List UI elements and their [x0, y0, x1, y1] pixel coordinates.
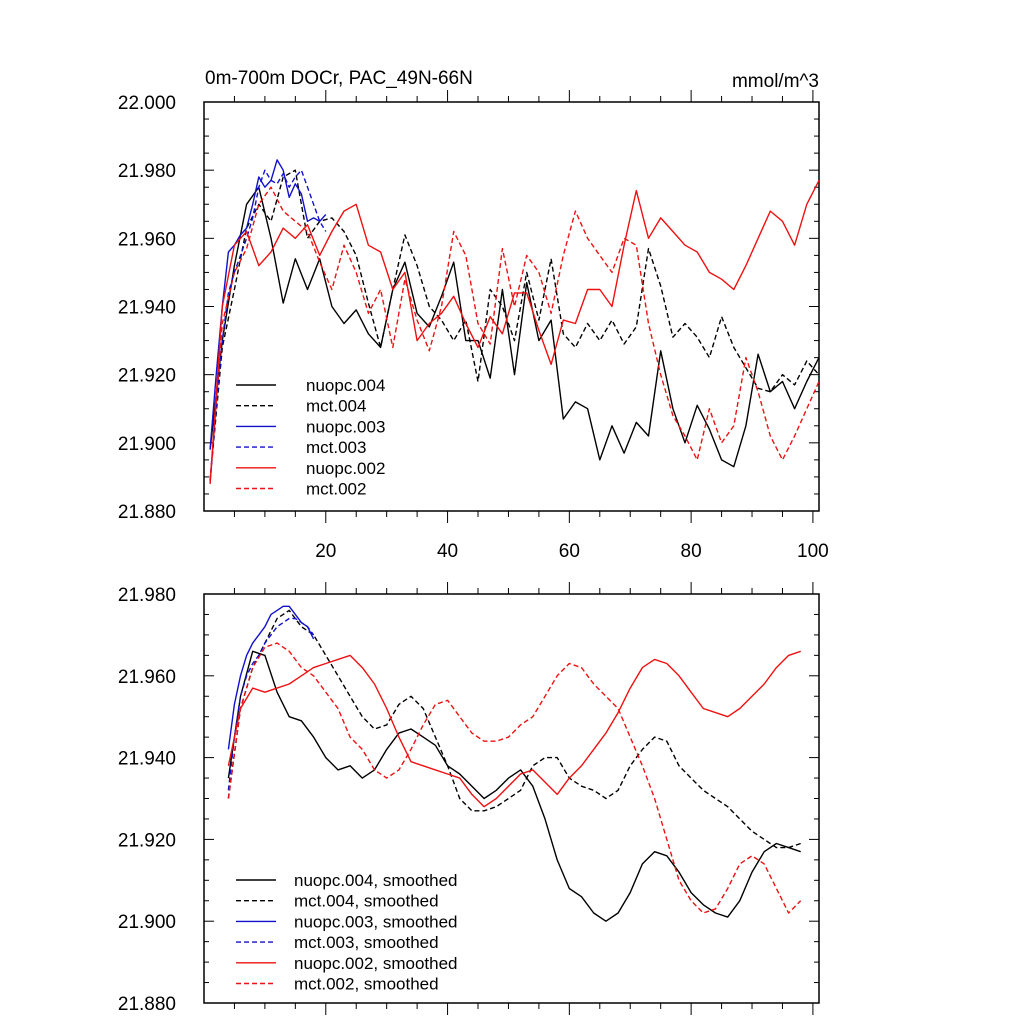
legend-label: mct.003 [306, 438, 366, 457]
y-tick-label: 21.920 [118, 830, 176, 851]
bottom-series-group [227, 605, 802, 922]
y-tick-label: 22.000 [118, 93, 176, 114]
series-line-mct-003-smoothed [227, 617, 315, 791]
y-tick-label: 21.940 [118, 298, 176, 319]
x-tick-label: 80 [681, 541, 702, 562]
series-line-nuopc-003 [209, 159, 327, 450]
legend-label: nuopc.004, smoothed [294, 871, 458, 890]
series-line-mct-002 [209, 186, 820, 484]
bottom-panel: 21.880 21.900 21.920 21.940 21.960 21.980 nuo… [118, 582, 820, 1015]
legend-label: mct.002 [306, 480, 366, 499]
y-tick-label: 21.880 [118, 502, 176, 523]
x-tick-label: 20 [315, 541, 336, 562]
x-tick-label: 60 [559, 541, 580, 562]
series-line-nuopc-004 [209, 186, 820, 468]
series-line-mct-003 [209, 169, 327, 481]
series-line-nuopc-002-smoothed [227, 650, 801, 808]
series-line-mct-004 [209, 169, 820, 481]
x-tick-label: 40 [437, 541, 458, 562]
y-tick-label: 21.940 [118, 749, 176, 770]
y-tick-label: 21.880 [118, 994, 176, 1015]
legend-label: mct.003, smoothed [294, 933, 439, 952]
series-line-mct-002-smoothed [227, 642, 802, 914]
y-tick-label: 21.980 [118, 585, 176, 606]
y-tick-label: 21.980 [118, 161, 176, 182]
legend-label: nuopc.003, smoothed [294, 912, 458, 931]
top-units: mmol/m^3 [732, 71, 819, 92]
series-line-nuopc-003-smoothed [227, 605, 315, 750]
legend-label: nuopc.002 [306, 459, 385, 478]
top-title: 0m-700m DOCr, PAC_49N-66N [205, 68, 473, 89]
legend-label: mct.004, smoothed [294, 892, 439, 911]
top-panel: 0m-700m DOCr, PAC_49N-66N mmol/m^3 21.88… [118, 68, 829, 562]
legend-label: nuopc.002, smoothed [294, 954, 458, 973]
legend-label: nuopc.003 [306, 417, 385, 436]
x-tick-label: 100 [797, 541, 829, 562]
y-tick-label: 21.900 [118, 434, 176, 455]
y-tick-label: 21.920 [118, 366, 176, 387]
legend-label: mct.002, smoothed [294, 975, 439, 994]
y-tick-label: 21.960 [118, 667, 176, 688]
series-line-nuopc-004-smoothed [227, 650, 801, 922]
legend-label: mct.004 [306, 397, 366, 416]
series-line-mct-004-smoothed [227, 609, 801, 849]
legend-label: nuopc.004 [306, 376, 385, 395]
top-axis-ticks: 21.880 21.900 21.920 21.940 21.960 21.980 22.0… [118, 90, 829, 562]
bottom-axis-ticks: 21.880 21.900 21.920 21.940 21.960 21.980 [118, 582, 819, 1015]
series-line-nuopc-002 [209, 180, 820, 484]
top-plot-frame [203, 101, 820, 512]
y-tick-label: 21.900 [118, 912, 176, 933]
top-series-group [209, 159, 820, 484]
y-tick-label: 21.960 [118, 229, 176, 250]
